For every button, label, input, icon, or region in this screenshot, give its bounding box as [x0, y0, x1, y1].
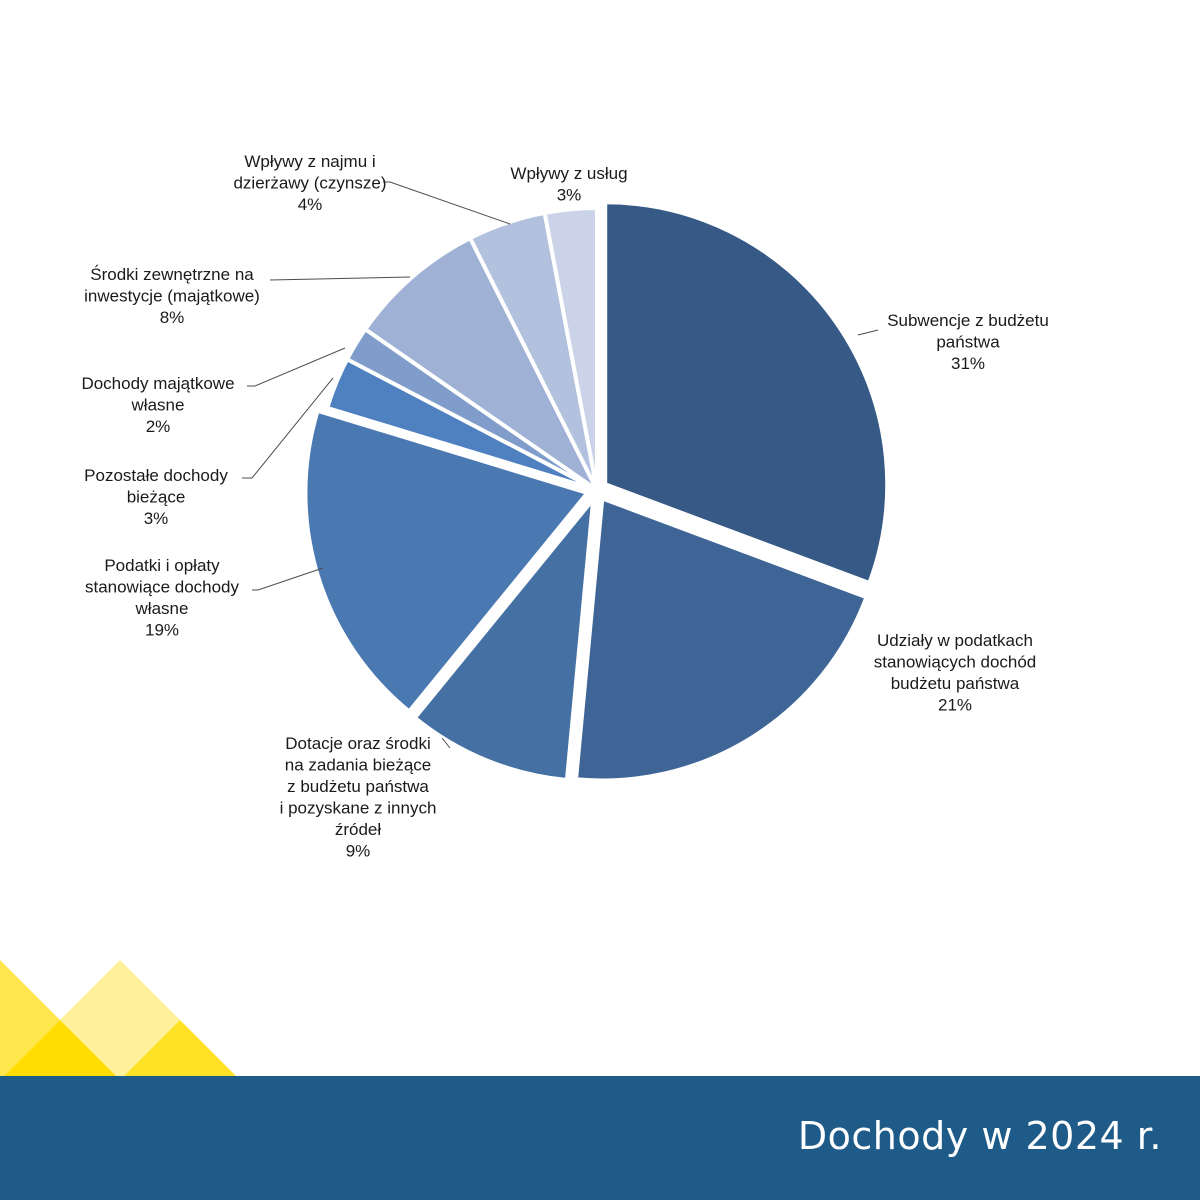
pie-slices — [303, 200, 890, 783]
slice-label-line: stanowiących dochód — [874, 653, 1037, 672]
slice-label-line: stanowiące dochody — [85, 578, 240, 597]
slice-label: Subwencje z budżetu państwa 31% — [887, 311, 1049, 373]
slice-percent: 19% — [145, 621, 179, 640]
slice-label-line: własne — [131, 396, 185, 415]
slice-label: Środki zewnętrzne na inwestycje (majątkow… — [84, 265, 260, 327]
footer: Dochody w 2024 r. — [0, 960, 1200, 1200]
slice-label-line: Udziały w podatkach — [877, 631, 1033, 650]
slice-label-line: Pozostałe dochody — [84, 466, 228, 485]
slice-label-line: i pozyskane z innych — [280, 799, 437, 818]
slice-label-line: Podatki i opłaty — [104, 556, 220, 575]
leader-line — [247, 347, 346, 387]
leader-line — [383, 181, 511, 225]
slice-label-line: bieżące — [127, 488, 186, 507]
leader-line — [441, 737, 451, 749]
footer-band — [0, 1076, 1200, 1200]
slice-label-line: budżetu państwa — [891, 674, 1020, 693]
slice-label: Dotacje oraz środki na zadania bieżące z b… — [280, 734, 437, 861]
slice-label-line: dzierżawy (czynsze) — [233, 174, 386, 193]
slice-percent: 3% — [557, 186, 582, 205]
slice-label: Wpływy z usług 3% — [510, 164, 627, 205]
slice-percent: 31% — [951, 354, 985, 373]
leader-line — [242, 377, 334, 479]
pie-slice — [412, 497, 596, 783]
slice-label-line: na zadania bieżące — [285, 756, 432, 775]
slice-label: Udziały w podatkach stanowiących dochód bu… — [874, 631, 1037, 715]
slice-label: Wpływy z najmu i dzierżawy (czynsze) 4% — [233, 152, 386, 214]
leader-line — [857, 329, 879, 336]
slice-percent: 4% — [298, 195, 323, 214]
pie-slice — [363, 236, 599, 492]
slice-label-line: Subwencje z budżetu — [887, 311, 1049, 330]
slice-label-line: państwa — [936, 333, 1000, 352]
pie-slice — [303, 408, 590, 714]
slice-label-line: Dotacje oraz środki — [285, 734, 431, 753]
slice-label-line: z budżetu państwa — [287, 777, 429, 796]
slice-label-line: źródeł — [335, 820, 382, 839]
slice-percent: 2% — [146, 417, 171, 436]
leader-line — [269, 276, 411, 281]
pie-chart: Subwencje z budżetu państwa 31% Udziały w p… — [81, 152, 1048, 861]
slice-percent: 21% — [938, 696, 972, 715]
slice-label-line: własne — [135, 599, 189, 618]
slice-label-line: Wpływy z najmu i — [244, 152, 375, 171]
slice-labels: Subwencje z budżetu państwa 31% Udziały w p… — [81, 152, 1048, 861]
pie-slice — [574, 496, 869, 783]
pie-slice — [542, 206, 599, 492]
slice-label-line: Środki zewnętrzne na — [90, 265, 254, 284]
diamond-shape — [0, 960, 60, 1080]
slice-percent: 8% — [160, 308, 185, 327]
slice-label-line: Wpływy z usług — [510, 164, 627, 183]
slice-label: Podatki i opłaty stanowiące dochody własne… — [85, 556, 240, 640]
slice-percent: 3% — [144, 509, 169, 528]
leader-lines — [242, 181, 879, 749]
slice-label: Dochody majątkowe własne 2% — [81, 374, 234, 436]
pie-slice — [603, 200, 890, 586]
page-title: Dochody w 2024 r. — [797, 1114, 1162, 1158]
slice-label-line: inwestycje (majątkowe) — [84, 287, 260, 306]
slice-percent: 9% — [346, 842, 371, 861]
slice-label: Pozostałe dochody bieżące 3% — [84, 466, 228, 528]
leader-line — [252, 567, 324, 591]
slice-label-line: Dochody majątkowe — [81, 374, 234, 393]
